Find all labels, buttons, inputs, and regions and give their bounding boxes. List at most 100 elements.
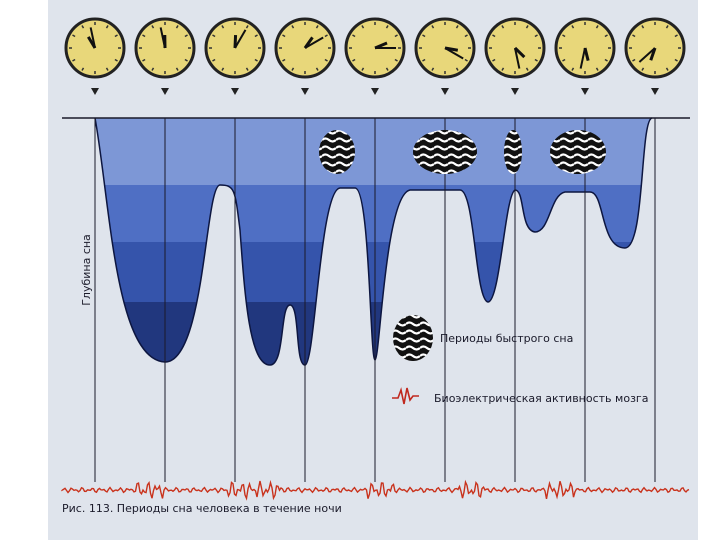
- clock-tick: [525, 25, 529, 29]
- minute-hand: [89, 27, 96, 49]
- clock-tick: [291, 25, 295, 29]
- clock-tick: [245, 25, 249, 29]
- clock-tick: [105, 25, 109, 29]
- clocks: [64, 17, 686, 95]
- clock-tick: [665, 67, 669, 71]
- clock-tick: [604, 58, 608, 62]
- clock-tick: [641, 25, 645, 29]
- clock-tick: [632, 58, 636, 62]
- minute-hand: [444, 47, 464, 60]
- clock-tick: [641, 67, 645, 71]
- clock-tick: [492, 58, 496, 62]
- clock-tick: [72, 34, 76, 38]
- pointer: [441, 88, 449, 95]
- clock-tick: [184, 34, 188, 38]
- hour-lines: [94, 118, 656, 482]
- clock-tick: [525, 67, 529, 71]
- clock-tick: [571, 67, 575, 71]
- clock-tick: [175, 25, 179, 29]
- clock-tick: [212, 58, 216, 62]
- caption: Рис. 113. Периоды сна человека в течение…: [62, 502, 342, 515]
- clock-tick: [221, 67, 225, 71]
- clock-tick: [324, 58, 328, 62]
- clock-tick: [464, 34, 468, 38]
- minute-hand: [638, 47, 656, 63]
- clock-tick: [455, 67, 459, 71]
- pointer: [91, 88, 99, 95]
- clock-tick: [501, 25, 505, 29]
- clock-tick: [72, 58, 76, 62]
- clock-tick: [604, 34, 608, 38]
- clock-tick: [142, 58, 146, 62]
- clock-tick: [282, 58, 286, 62]
- minute-hand: [159, 27, 166, 49]
- clock-tick: [254, 34, 258, 38]
- axis-label: Глубина сна: [80, 234, 93, 306]
- legend-eeg: Биоэлектрическая активность мозга: [434, 392, 648, 405]
- clock-tick: [422, 58, 426, 62]
- clock-tick: [221, 25, 225, 29]
- clock-tick: [352, 34, 356, 38]
- pointer: [581, 88, 589, 95]
- clock-tick: [464, 58, 468, 62]
- clock-tick: [81, 67, 85, 71]
- clock-tick: [431, 67, 435, 71]
- clock-tick: [571, 25, 575, 29]
- clock-tick: [114, 34, 118, 38]
- clock-tick: [114, 58, 118, 62]
- clock-tick: [595, 25, 599, 29]
- clock-tick: [282, 34, 286, 38]
- clock-tick: [595, 67, 599, 71]
- clock-tick: [385, 25, 389, 29]
- clock-tick: [385, 67, 389, 71]
- clock-tick: [632, 34, 636, 38]
- clock-tick: [175, 67, 179, 71]
- hour-hand: [649, 47, 657, 61]
- clock-tick: [352, 58, 356, 62]
- minute-hand: [579, 47, 586, 69]
- clock-tick: [394, 34, 398, 38]
- sleep-curve: [94, 117, 653, 366]
- clock-tick: [501, 67, 505, 71]
- clock-tick: [534, 58, 538, 62]
- hour-hand: [513, 46, 526, 59]
- clock-tick: [492, 34, 496, 38]
- clock-tick: [315, 67, 319, 71]
- minute-hand: [514, 47, 521, 69]
- clock-tick: [315, 25, 319, 29]
- clock-tick: [422, 34, 426, 38]
- legend-rem: Периоды быстрого сна: [440, 332, 573, 345]
- clock-tick: [562, 34, 566, 38]
- clock-tick: [151, 67, 155, 71]
- clock-tick: [665, 25, 669, 29]
- legend-eeg-icon: [392, 387, 419, 405]
- clock-tick: [394, 58, 398, 62]
- hour-hand: [233, 34, 238, 49]
- clock-tick: [674, 58, 678, 62]
- clock-tick: [81, 25, 85, 29]
- eeg-trace: [61, 479, 690, 501]
- clock-tick: [324, 34, 328, 38]
- clock-tick: [534, 34, 538, 38]
- rem-marks: [319, 130, 606, 361]
- clock-tick: [361, 67, 365, 71]
- clock-tick: [431, 25, 435, 29]
- pointer: [371, 88, 379, 95]
- clock-tick: [212, 34, 216, 38]
- clock-tick: [151, 25, 155, 29]
- clock-tick: [291, 67, 295, 71]
- pointer: [301, 88, 309, 95]
- pointer: [231, 88, 239, 95]
- clock-tick: [245, 67, 249, 71]
- clock-tick: [674, 34, 678, 38]
- pointer: [651, 88, 659, 95]
- clock-tick: [455, 25, 459, 29]
- clock-tick: [361, 25, 365, 29]
- pointer: [511, 88, 519, 95]
- minute-hand: [234, 29, 247, 49]
- clock-tick: [142, 34, 146, 38]
- clock-tick: [105, 67, 109, 71]
- pointer: [161, 88, 169, 95]
- clock-tick: [562, 58, 566, 62]
